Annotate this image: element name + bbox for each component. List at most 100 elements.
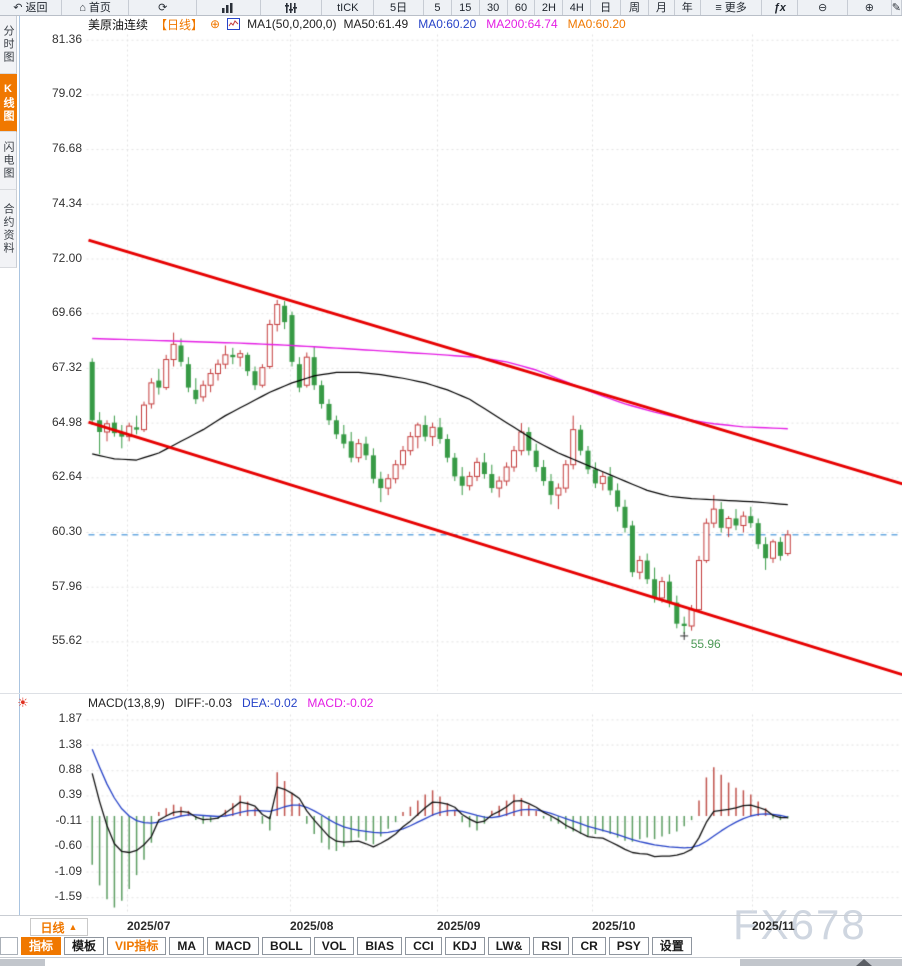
macd-axis-tick: -1.59 (54, 889, 82, 904)
menu-icon: ≡ (715, 1, 722, 14)
macd-dea-value: DEA:-0.02 (242, 696, 298, 710)
zoom-out-icon: ⊖ (818, 1, 828, 14)
indicator-tab-settings[interactable]: 设置 (651, 937, 692, 955)
toolbar-button-年[interactable]: 年 (674, 0, 701, 15)
x-axis-label: 2025/10 (592, 919, 636, 933)
chevron-up-icon: ▲ (68, 922, 78, 932)
macd-axis-tick: 1.87 (58, 711, 82, 726)
price-axis-tick: 60.30 (51, 524, 82, 538)
period-selector[interactable]: 日线 ▲ (30, 918, 88, 936)
horizontal-scrollbar[interactable] (0, 957, 902, 966)
ma-legend-value-0: MA50:61.49 (343, 17, 409, 31)
toolbar-button-zoom-out[interactable]: ⊖ (798, 0, 848, 15)
chart-title-row: 美原油连续 【日线】 ⊕ MA1(50,0,200,0) MA50:61.49 MA… (88, 17, 626, 32)
indicator-tab-模板[interactable]: 模板 (64, 937, 105, 955)
toolbar-button-周[interactable]: 周 (621, 0, 649, 15)
indicator-tab-VIP指标[interactable]: VIP指标 (107, 937, 167, 955)
price-axis-tick: 62.64 (51, 469, 82, 484)
low-price-label: 55.96 (690, 637, 721, 652)
price-axis-tick: 81.36 (51, 31, 82, 46)
price-axis-tick: 57.96 (51, 578, 82, 593)
macd-diff-value: DIFF:-0.03 (174, 696, 233, 710)
x-axis-label: 2025/07 (127, 919, 171, 933)
toolbar-button-fx[interactable]: ƒx (762, 0, 799, 15)
toolbar-button-月[interactable]: 月 (648, 0, 675, 15)
period-selector-label: 日线 (40, 920, 65, 935)
price-axis-tick: 55.62 (51, 633, 82, 648)
macd-axis-tick: 1.38 (58, 736, 82, 751)
indicator-tab-RSI[interactable]: RSI (533, 937, 570, 955)
toolbar-button-30[interactable]: 30 (479, 0, 508, 15)
price-axis-tick: 69.66 (51, 305, 82, 320)
ma-legend-value-1: MA0:60.20 (418, 17, 477, 31)
indicator-tab-MACD[interactable]: MACD (207, 937, 260, 955)
toolbar-button-4H[interactable]: 4H (563, 0, 592, 15)
price-axis-tick: 74.34 (51, 195, 82, 210)
refresh-icon: ⟳ (158, 1, 168, 14)
macd-axis-tick: -0.11 (55, 813, 82, 828)
pencil-icon: ✎ (891, 1, 902, 14)
home-icon: ⌂ (79, 1, 86, 14)
x-axis-label: 2025/08 (290, 919, 334, 933)
macd-indicator-chart[interactable] (0, 712, 902, 915)
indicator-tab-BIAS[interactable]: BIAS (357, 937, 403, 955)
indicator-tab-CR[interactable]: CR (572, 937, 606, 955)
ma-settings-label: MA1(50,0,200,0) (247, 17, 337, 31)
main-candlestick-chart[interactable] (0, 28, 902, 694)
indicator-tabs-row: 指标 模板 VIP指标 MA MACD BOLL VOL BIAS CCI KDJ LW& RSI CR… (0, 937, 902, 956)
toolbar-button-60[interactable]: 60 (507, 0, 536, 15)
toolbar-button-zoom-in[interactable]: ⊕ (848, 0, 892, 15)
bar-chart-icon (222, 2, 233, 13)
indicator-tab-VOL[interactable]: VOL (313, 937, 355, 955)
indicator-tab-KDJ[interactable]: KDJ (444, 937, 485, 955)
toolbar-button-2H[interactable]: 2H (535, 0, 564, 15)
candlestick-style-icon[interactable] (227, 18, 241, 30)
macd-axis-tick: -1.09 (54, 863, 82, 878)
add-indicator-icon[interactable]: ⊕ (210, 17, 221, 31)
toolbar-button-equalizer[interactable] (260, 0, 323, 15)
price-axis-tick: 64.98 (51, 414, 82, 429)
price-axis-tick: 79.02 (51, 86, 82, 101)
macd-settings-icon[interactable]: ☀ (17, 695, 29, 710)
toolbar-button-pencil[interactable]: ✎ (891, 0, 902, 15)
x-axis-row: 日线 ▲ 2025/07 2025/08 2025/09 2025/10 2025/11 (0, 915, 902, 936)
x-axis-label: 2025/11 (752, 919, 795, 933)
scrollbar-thumb[interactable] (740, 959, 902, 966)
macd-macd-value: MACD:-0.02 (307, 696, 374, 710)
macd-header-row: MACD(13,8,9) DIFF:-0.03 DEA:-0.02 MACD:-… (88, 696, 373, 710)
period-tag: 【日线】 (155, 17, 204, 32)
toolbar-button-15[interactable]: 15 (451, 0, 480, 15)
toolbar-button-返回[interactable]: ↶ 返回 (0, 0, 62, 15)
indicator-tab-CCI[interactable]: CCI (405, 937, 442, 955)
macd-axis-tick: 0.88 (58, 762, 82, 777)
macd-axis-tick: -0.60 (54, 838, 82, 853)
zoom-in-icon: ⊕ (864, 1, 874, 14)
macd-title: MACD(13,8,9) (88, 696, 165, 710)
back-arrow-icon: ↶ (13, 1, 23, 14)
ma-values: MA50:61.49 MA0:60.20 MA200:64.74 MA0:60.20 (343, 17, 625, 31)
ma-legend-value-2: MA200:64.74 (486, 17, 558, 31)
toolbar-button-bar-chart[interactable] (197, 0, 261, 15)
price-axis-tick: 76.68 (51, 141, 82, 156)
indicator-tab-指标[interactable]: 指标 (21, 937, 62, 955)
scrollbar-handle-icon[interactable] (856, 959, 872, 966)
fx-icon: ƒx (773, 1, 786, 14)
top-toolbar: ↶ 返回 ⌂ 首页 ⟳ tICK 5日 5 15 30 60 2H 4H 日周月年 ≡ 更多 ƒx ⊖ ⊕ ✎ (0, 0, 902, 16)
ma-legend-value-3: MA0:60.20 (567, 17, 626, 31)
symbol-name: 美原油连续 (88, 17, 149, 32)
toolbar-button-5日[interactable]: 5日 (374, 0, 424, 15)
indicator-tab-MA[interactable]: MA (169, 937, 205, 955)
scrollbar-left-segment[interactable] (0, 959, 45, 966)
toolbar-button-日[interactable]: 日 (591, 0, 622, 15)
indicator-tab-PSY[interactable]: PSY (608, 937, 649, 955)
x-axis-label: 2025/09 (437, 919, 481, 933)
indicator-tab-BOLL[interactable]: BOLL (262, 937, 311, 955)
toolbar-button-tICK[interactable]: tICK (322, 0, 375, 15)
toolbar-button-更多[interactable]: ≡ 更多 (700, 0, 763, 15)
toolbar-button-refresh[interactable]: ⟳ (129, 0, 198, 15)
price-axis-tick: 72.00 (51, 250, 82, 265)
toolbar-button-5[interactable]: 5 (423, 0, 452, 15)
toolbar-button-首页[interactable]: ⌂ 首页 (61, 0, 130, 15)
indicator-tab-LW&[interactable]: LW& (487, 937, 531, 955)
